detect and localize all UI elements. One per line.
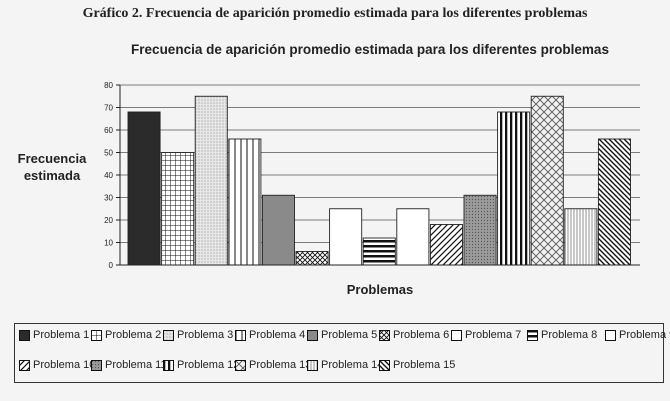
bar-problema-15 — [597, 138, 631, 266]
legend-label: Problema 4 — [249, 329, 306, 341]
bar-problema-8 — [362, 237, 396, 266]
bar-problema-11 — [463, 194, 497, 266]
legend-label: Problema 13 — [249, 359, 312, 371]
legend-swatch — [163, 359, 174, 371]
legend-label: Problema 11 — [105, 359, 167, 371]
legend-label: Problema 15 — [393, 359, 456, 371]
y-axis-label: Frecuencia estimada — [17, 151, 87, 183]
legend-item-problema-3: Problema 3 — [163, 329, 233, 341]
chart-title: Frecuencia de aparición promedio estimad… — [131, 42, 609, 57]
legend-swatch — [379, 359, 390, 371]
legend-item-problema-9: Problema 9 — [605, 329, 670, 341]
legend-item-problema-11: Problema 11 — [91, 359, 167, 371]
legend-label: Problema 5 — [321, 329, 378, 341]
legend-swatch — [451, 329, 462, 341]
legend-label: Problema 3 — [177, 329, 234, 341]
y-tick-label: 50 — [104, 149, 113, 158]
legend-label: Problema 12 — [177, 359, 240, 371]
legend-item-problema-8: Problema 8 — [527, 329, 597, 341]
bar-problema-2 — [161, 152, 195, 266]
y-tick-label: 20 — [104, 216, 113, 225]
legend-swatch — [91, 329, 102, 341]
legend-swatch — [235, 329, 246, 341]
legend-item-problema-15: Problema 15 — [379, 359, 455, 371]
legend-item-problema-14: Problema 14 — [307, 359, 383, 371]
legend-swatch — [379, 329, 390, 341]
legend-label: Problema 7 — [465, 329, 522, 341]
legend-swatch — [307, 359, 318, 371]
chart-legend: Problema 1 Problema 2 Problema 3 Problema 4… — [14, 323, 670, 383]
legend-label: Problema 14 — [321, 359, 384, 371]
legend-item-problema-6: Problema 6 — [379, 329, 449, 341]
legend-item-problema-12: Problema 12 — [163, 359, 239, 371]
bar-problema-12 — [497, 111, 531, 266]
legend-item-problema-4: Problema 4 — [235, 329, 305, 341]
bar-problema-10 — [429, 224, 463, 266]
legend-item-problema-13: Problema 13 — [235, 359, 311, 371]
legend-item-problema-1: Problema 1 — [19, 329, 89, 341]
legend-item-problema-5: Problema 5 — [307, 329, 377, 341]
legend-swatch — [19, 359, 30, 371]
legend-swatch — [163, 329, 174, 341]
bar-chart: 0 10 20 30 40 50 60 70 80 — [104, 81, 640, 270]
legend-label: Problema 9 — [619, 329, 670, 341]
bar-problema-13 — [530, 95, 564, 266]
bar-problema-4 — [228, 138, 262, 266]
x-axis-label: Problemas — [346, 282, 414, 297]
legend-label: Problema 8 — [541, 329, 598, 341]
y-tick-label: 10 — [104, 239, 113, 248]
legend-label: Problema 2 — [105, 329, 162, 341]
legend-swatch — [307, 329, 318, 341]
bar-problema-5 — [261, 194, 295, 266]
legend-swatch — [91, 359, 102, 371]
y-tick-label: 0 — [109, 261, 114, 270]
bar-problema-14 — [564, 208, 598, 266]
bar-problema-3 — [194, 95, 228, 266]
bar-problema-6 — [295, 251, 329, 266]
y-tick-label: 60 — [104, 126, 113, 135]
legend-item-problema-10: Problema 10 — [19, 359, 95, 371]
legend-swatch — [527, 329, 538, 341]
figure-caption: Gráfico 2. Frecuencia de aparición prome… — [82, 6, 588, 21]
legend-item-problema-7: Problema 7 — [451, 329, 521, 341]
y-tick-label: 30 — [104, 194, 113, 203]
legend-label: Problema 6 — [393, 329, 450, 341]
legend-label: Problema 1 — [33, 329, 90, 341]
bar-problema-9 — [396, 208, 430, 266]
legend-swatch — [605, 329, 616, 341]
y-tick-label: 40 — [104, 171, 113, 180]
legend-swatch — [235, 359, 246, 371]
legend-label: Problema 10 — [33, 359, 96, 371]
bar-problema-7 — [329, 208, 363, 266]
y-tick-label: 80 — [104, 81, 113, 90]
bar-problema-1 — [127, 111, 161, 266]
legend-swatch — [19, 329, 30, 341]
y-tick-label: 70 — [104, 104, 113, 113]
legend-item-problema-2: Problema 2 — [91, 329, 161, 341]
